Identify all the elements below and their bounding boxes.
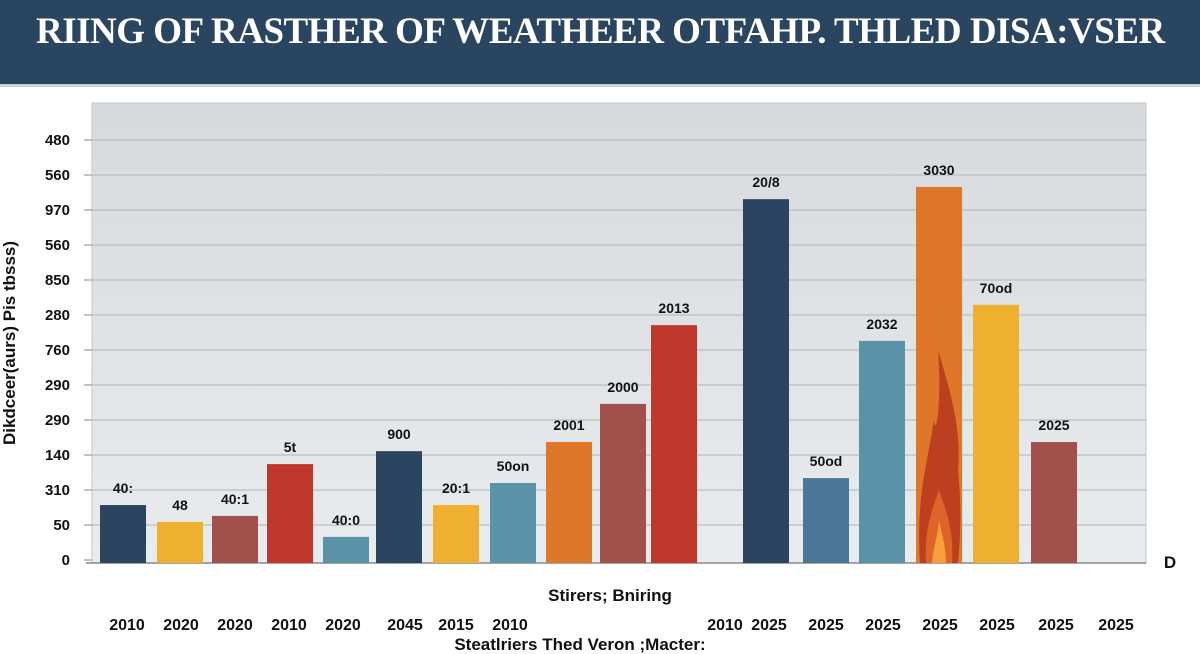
y-axis-title: Dikdceer(aurs) Pis tbsss) [0,241,19,445]
x-tick-label: 2020 [217,617,253,634]
bar [376,451,422,563]
y-tick-label: 970 [45,202,70,219]
bar [323,536,369,563]
bar [651,325,697,563]
x-tick-label: 2025 [1038,617,1074,634]
y-tick-label: 140 [45,447,70,464]
flame-core [932,520,946,563]
x-tick-label: 2020 [325,617,361,634]
data-label: 900 [387,426,411,442]
y-tick-label: 560 [45,237,70,254]
x-tick-label: 2020 [163,617,199,634]
y-tick-label: 50 [53,517,70,534]
x-tick-label: 2025 [808,617,844,634]
x-tick-label: 2010 [707,617,743,634]
y-tick-label: 560 [45,167,70,184]
bar [546,442,592,563]
x-tick-label: 2010 [492,617,528,634]
title-banner: RIING OF RASTHER OF WEATHEER OTFAHP. THL… [0,0,1200,87]
data-label: 48 [172,497,188,513]
bar [212,515,258,563]
data-label: 50on [497,458,530,474]
x-tick-label: 2015 [438,617,474,634]
bar [973,304,1019,563]
data-label: 40: [113,480,133,496]
data-label: 40:1 [221,491,249,507]
y-tick-label: 760 [45,342,70,359]
x-axis-subtitle: Steatlriers Thed Veron ;Macter: [454,635,705,654]
y-tick-label: 310 [45,482,70,499]
x-tick-label: 2010 [271,617,307,634]
x-tick-label: 2025 [979,617,1015,634]
data-label: 20/8 [752,174,779,190]
bar [1031,442,1077,563]
y-tick-label: 0 [62,552,70,569]
bar [490,483,536,563]
corner-label: D [1164,553,1176,572]
data-label: 50od [810,453,843,469]
bar [157,521,203,563]
data-label: 2000 [607,379,638,395]
x-tick-label: 2010 [109,617,145,634]
x-tick-label: 2025 [1098,617,1134,634]
data-label: 2025 [1038,417,1069,433]
chart-title: RIING OF RASTHER OF WEATHEER OTFAHP. THL… [36,11,1165,52]
x-tick-label: 2045 [387,617,423,634]
data-label: 20:1 [442,480,470,496]
y-tick-label: 850 [45,272,70,289]
bar [859,340,905,563]
data-label: 2013 [658,300,689,316]
bar [433,505,479,563]
x-tick-label: 2025 [865,617,901,634]
data-label: 2032 [866,316,897,332]
flame-icon [919,350,961,563]
bar [100,505,146,563]
data-label: 3030 [923,162,954,178]
y-tick-label: 290 [45,377,70,394]
bar [743,199,789,563]
x-tick-label: 2025 [922,617,958,634]
y-tick-label: 280 [45,307,70,324]
data-label: 40:0 [332,512,360,528]
x-axis-title: Stirers; Bniring [548,586,672,605]
data-label: 70od [980,280,1013,296]
data-label: 2001 [553,417,584,433]
y-tick-label: 290 [45,412,70,429]
bar [267,464,313,563]
x-tick-label: 2025 [751,617,787,634]
y-tick-label: 480 [45,132,70,149]
data-label: 5t [284,439,297,455]
bar [803,478,849,563]
bar [600,403,646,563]
flame-outer [919,350,961,563]
